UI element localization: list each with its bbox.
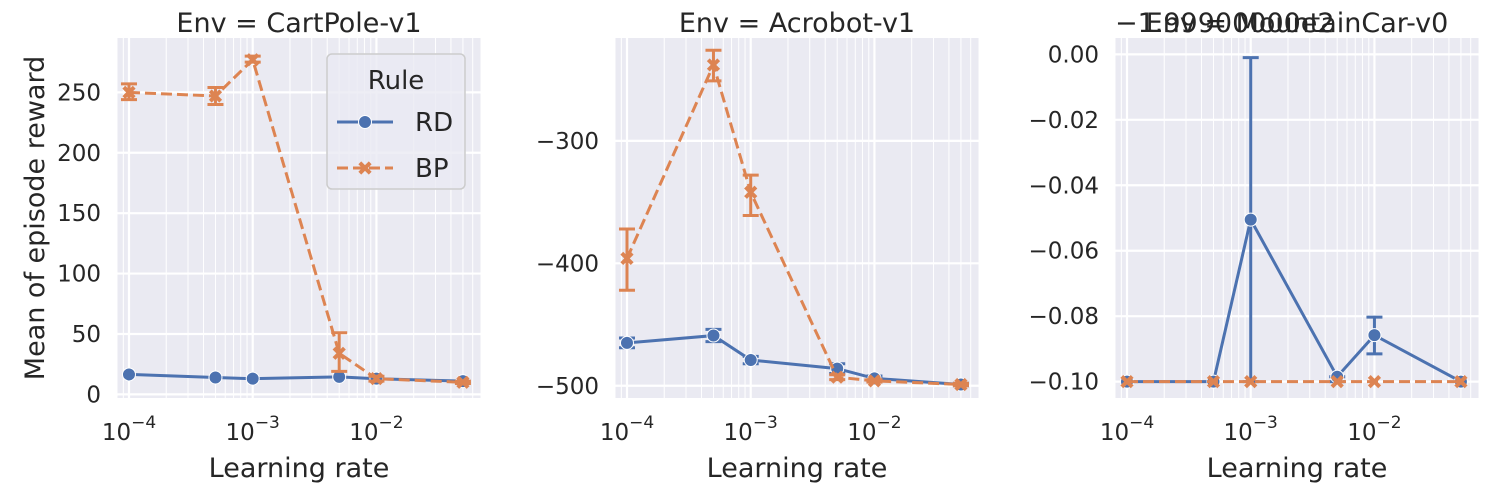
data-point-bp — [1330, 375, 1344, 389]
panel-title: Env = MountainCar-v0 — [1146, 8, 1449, 39]
y-tick-label: 200 — [57, 141, 101, 167]
data-point-bp — [369, 372, 384, 386]
x-axis-title: Learning rate — [209, 453, 390, 484]
y-tick-label: −0.06 — [1029, 239, 1099, 265]
legend-title: Rule — [368, 66, 425, 96]
panel-3: −0.10 −0.08 −0.06 −0.04 −0.02 0.00 10−4 10−3 10−… — [1029, 8, 1480, 484]
data-point-bp — [954, 377, 968, 392]
x-tick-label: 10−3 — [724, 413, 778, 446]
data-point-bp — [867, 374, 882, 388]
y-tick-label: −400 — [536, 251, 599, 277]
y-tick-label: −0.02 — [1029, 108, 1099, 134]
data-point-bp — [208, 89, 223, 103]
data-point-bp — [1454, 375, 1468, 389]
series-bp — [120, 53, 471, 389]
plot-area — [615, 38, 979, 398]
y-tick-label: −500 — [536, 374, 599, 400]
series-bp — [1120, 375, 1468, 389]
y-tick-label: 150 — [57, 201, 101, 227]
panel-1: 0 50 100 150 200 250 10−4 10−3 10−2 Learning rate… — [20, 8, 482, 484]
y-axis-title: Mean of episode reward — [20, 56, 51, 380]
legend: Rule RD BP — [326, 53, 466, 190]
y-tick-label: 50 — [72, 322, 101, 348]
y-tick-label: −0.04 — [1029, 173, 1099, 199]
data-point-bp — [706, 58, 721, 72]
data-point-rd — [121, 367, 136, 382]
y-offset-text: −1.99900000e2 — [1115, 8, 1335, 39]
data-point-rd — [743, 353, 758, 368]
plot-area — [1115, 38, 1479, 398]
legend-label-bp: BP — [415, 154, 449, 184]
legend-marker-rd — [358, 115, 372, 129]
y-tick-label: 0 — [86, 382, 101, 408]
data-point-rd — [208, 370, 223, 385]
data-point-rd — [706, 328, 721, 343]
series-line-rd — [626, 334, 962, 386]
legend-label-rd: RD — [415, 108, 453, 138]
data-point-bp — [122, 85, 136, 99]
data-point-bp — [744, 185, 758, 199]
x-tick-label: 10−4 — [102, 413, 156, 446]
legend-box — [326, 53, 466, 190]
y-tick-label: 0.00 — [1048, 42, 1099, 68]
data-point-bp — [1244, 375, 1258, 389]
data-point-bp — [332, 346, 346, 360]
data-point-bp — [830, 370, 844, 384]
data-point-rd — [1367, 328, 1382, 343]
panel-2: −500 −400 −300 10−4 10−3 10−2 Learning rate Env… — [536, 8, 980, 484]
x-tick-label: 10−3 — [226, 413, 280, 446]
x-tick-label: 10−2 — [847, 413, 901, 446]
data-point-bp — [1206, 375, 1221, 389]
x-tick-label: 10−2 — [1347, 413, 1401, 446]
x-axis-title: Learning rate — [707, 453, 888, 484]
panel-title: Env = Acrobot-v1 — [679, 8, 915, 39]
data-point-rd — [245, 371, 260, 386]
x-tick-label: 10−2 — [349, 413, 403, 446]
data-point-bp — [246, 53, 260, 67]
data-point-bp — [1367, 375, 1382, 389]
x-tick-label: 10−3 — [1224, 413, 1278, 446]
data-point-bp — [620, 251, 634, 266]
x-axis-title: Learning rate — [1207, 453, 1388, 484]
y-tick-label: −300 — [536, 129, 599, 155]
y-tick-label: 250 — [57, 80, 101, 106]
y-tick-label: −0.10 — [1029, 370, 1099, 396]
data-point-bp — [456, 375, 470, 389]
y-tick-label: 100 — [57, 262, 101, 288]
series-bp — [618, 48, 969, 392]
series-line-bp — [128, 56, 463, 384]
y-tick-label: −0.08 — [1029, 304, 1099, 330]
data-point-rd — [619, 335, 634, 350]
series-line-bp — [625, 60, 961, 386]
x-tick-label: 10−4 — [600, 413, 654, 446]
panel-title: Env = CartPole-v1 — [176, 8, 421, 39]
data-point-rd — [1243, 212, 1258, 227]
data-point-bp — [1120, 375, 1134, 389]
x-tick-label: 10−4 — [1100, 413, 1154, 446]
legend-marker-bp — [358, 161, 372, 175]
